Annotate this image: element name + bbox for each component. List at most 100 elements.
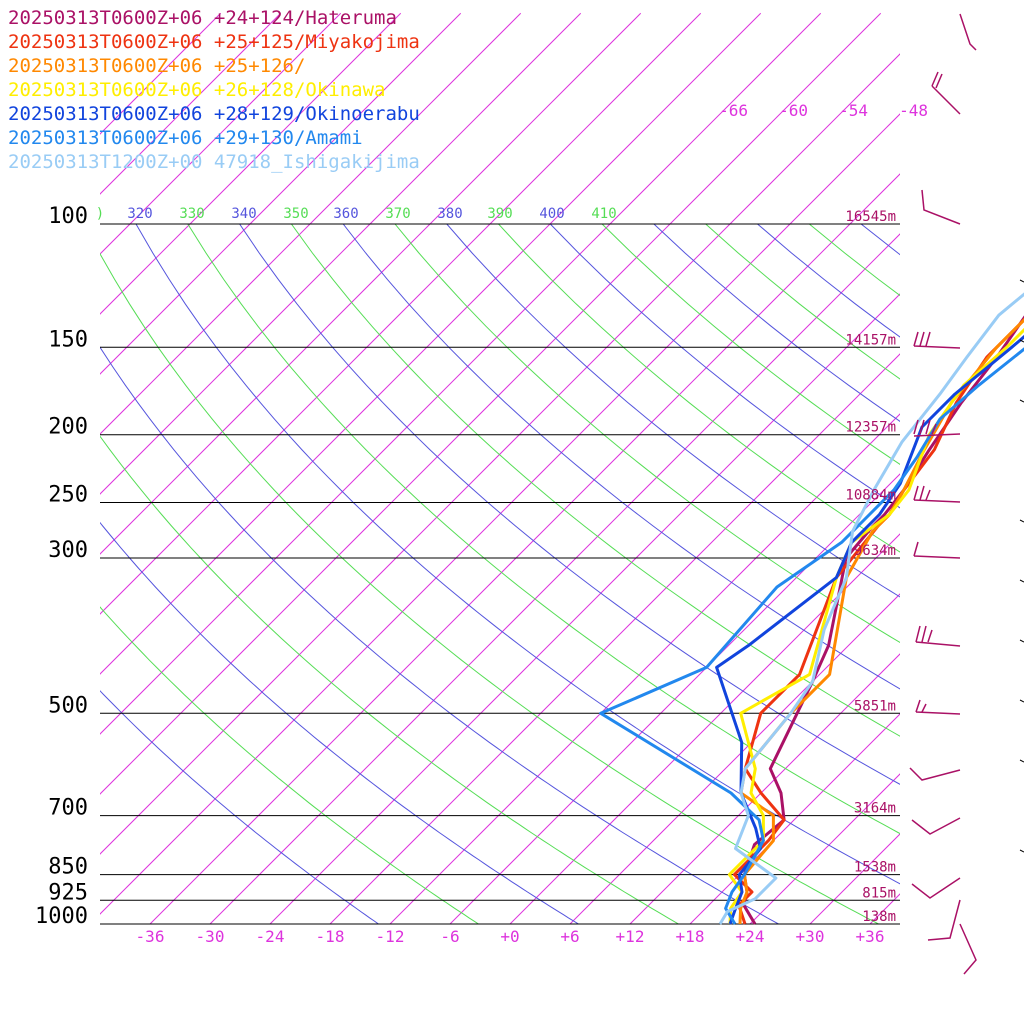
x-tick-label: -18 [316,927,345,946]
wind-barb [915,625,961,647]
x-tick-label: -6 [440,927,459,946]
isotherm-line [389,413,900,924]
legend-entry: 20250313T1200Z+00 47918_Ishigakijima [8,151,420,173]
sounding-series [599,292,1024,925]
height-label: 14157m [845,332,896,348]
wind-barb [921,189,961,225]
dry-adiabat-line [100,435,680,924]
x-tick-label: +30 [796,927,825,946]
wind-barb [959,923,977,975]
upper-temp-label: -60 [779,101,808,120]
dry-adiabat-line [394,224,900,644]
isotherm-line [509,533,900,924]
dry-adiabat-line [100,521,580,924]
pressure-label: 250 [48,483,88,508]
pressure-label: 500 [48,693,88,718]
theta-label: 380 [437,206,462,222]
isotherm-line [100,12,402,315]
pressure-label: 100 [48,204,88,229]
dry-adiabat-line [446,224,900,598]
height-label: 16545m [845,209,896,225]
legend: 20250313T0600Z+06 +24+124/Hateruma 202503… [8,6,420,174]
wind-barb [913,331,961,349]
wind-barb [913,419,961,437]
isotherm-line [269,293,900,924]
isotherm-line [689,713,900,924]
wind-barb [931,71,961,115]
isotherm-line [100,12,642,555]
isotherm-line [569,593,900,924]
series-line [715,334,1024,925]
theta-label: 360 [333,206,358,222]
edge-tick [1019,849,1024,853]
wind-barb [915,699,961,715]
dry-adiabat-line [497,224,900,553]
x-tick-label: -12 [376,927,405,946]
x-tick-label: +0 [500,927,519,946]
pressure-label: 300 [48,538,88,563]
theta-label: 330 [179,206,204,222]
isotherm-line [100,53,900,855]
theta-label: 320 [127,206,152,222]
theta-label: 410 [591,206,616,222]
theta-label: 390 [487,206,512,222]
wind-barb [913,541,961,559]
dry-adiabat-line [100,606,480,924]
dry-adiabat-line [601,224,900,465]
isotherm-line [100,12,882,795]
isotherm-line [100,12,522,435]
x-tick-label: +18 [676,927,705,946]
wind-barbs [909,13,1024,975]
x-tick-label: -36 [136,927,165,946]
dry-adiabat-line [923,192,1024,939]
series-line [742,315,1024,925]
dry-adiabat-line [873,192,1024,939]
dry-adiabat-line [653,224,900,422]
edge-tick [1019,519,1024,523]
legend-entry: 20250313T0600Z+06 +25+126/ [8,55,306,77]
isotherm-line [100,12,762,675]
series-line [738,317,1024,925]
isotherm-line [100,12,822,735]
isotherm-line [100,12,282,195]
height-label: 815m [862,885,896,901]
x-tick-label: +24 [736,927,765,946]
wind-barb [911,817,961,835]
dry-adiabat-line [342,224,900,690]
axis-labels: 100 16545m 150 14157m 200 12357m 250 10884m 300 9… [35,101,928,946]
pressure-label: 1000 [35,904,88,929]
isotherm-line [100,12,342,255]
edge-tick [1019,399,1024,403]
height-label: 12357m [845,420,896,436]
theta-label: ) [96,206,104,222]
isotherm-line [869,893,900,924]
pressure-label: 925 [48,880,88,905]
wind-barb [909,767,961,781]
x-tick-label: -30 [196,927,225,946]
isotherm-line [100,12,702,615]
series-line [718,292,1024,925]
isotherm-line [209,233,900,924]
height-label: 138m [862,909,896,925]
edge-tick [1019,639,1024,643]
height-label: 1538m [854,860,896,876]
wind-barb [911,877,961,899]
legend-entry: 20250313T0600Z+06 +28+129/Okinoerabu [8,103,420,125]
dry-adiabat-line [100,690,380,924]
dry-adiabat-line [756,224,900,338]
isotherm-line [629,653,900,924]
legend-entry: 20250313T0600Z+06 +26+128/Okinawa [8,79,386,101]
edge-tick [1019,279,1024,283]
isotherm-line [329,353,900,924]
legend-entry: 20250313T0600Z+06 +24+124/Hateruma [8,7,397,29]
theta-label: 340 [231,206,256,222]
x-tick-label: +36 [856,927,885,946]
upper-temp-label: -48 [899,101,928,120]
isotherm-line [149,173,900,924]
edge-tick [1019,579,1024,583]
wind-barb [927,899,961,941]
isotherm-grid [100,12,900,924]
pressure-label: 150 [48,327,88,352]
dry-adiabat-grid [100,192,1024,939]
x-tick-label: -24 [256,927,285,946]
